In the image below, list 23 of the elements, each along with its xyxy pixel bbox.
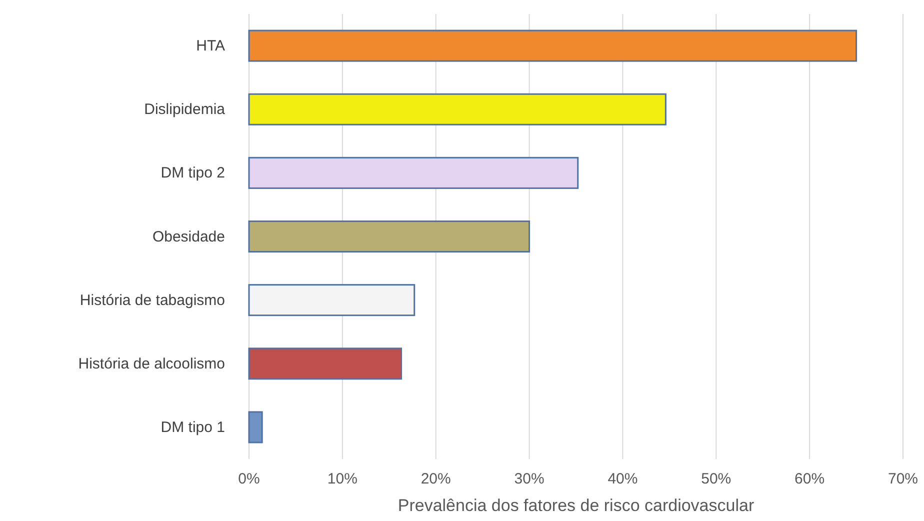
bar: [248, 156, 579, 189]
y-tick-label: Dislipidemia: [144, 101, 226, 118]
bar: [248, 411, 263, 444]
x-tick-label: 20%: [420, 470, 451, 488]
bar: [248, 93, 666, 126]
x-axis-title: Prevalência dos fatores de risco cardiovascular: [398, 496, 754, 515]
y-tick-label: História de alcoolismo: [78, 355, 225, 372]
x-tick-label: 0%: [238, 470, 260, 488]
x-tick-label: 40%: [608, 470, 638, 488]
bar: [248, 348, 402, 380]
x-tick-label: 60%: [794, 470, 825, 488]
y-tick-label: HTA: [196, 38, 225, 55]
y-tick-label: História de tabagismo: [80, 292, 225, 309]
x-tick-label: 50%: [701, 470, 732, 488]
x-tick-label: 10%: [327, 470, 358, 488]
bar: [248, 220, 530, 253]
x-tick-label: 70%: [888, 470, 918, 488]
y-tick-label: DM tipo 1: [160, 419, 225, 436]
bar: [248, 30, 858, 62]
y-tick-label: Obesidade: [152, 228, 225, 246]
y-tick-label: DM tipo 2: [160, 164, 225, 182]
x-tick-label: 30%: [514, 470, 544, 488]
bar: [248, 284, 416, 316]
